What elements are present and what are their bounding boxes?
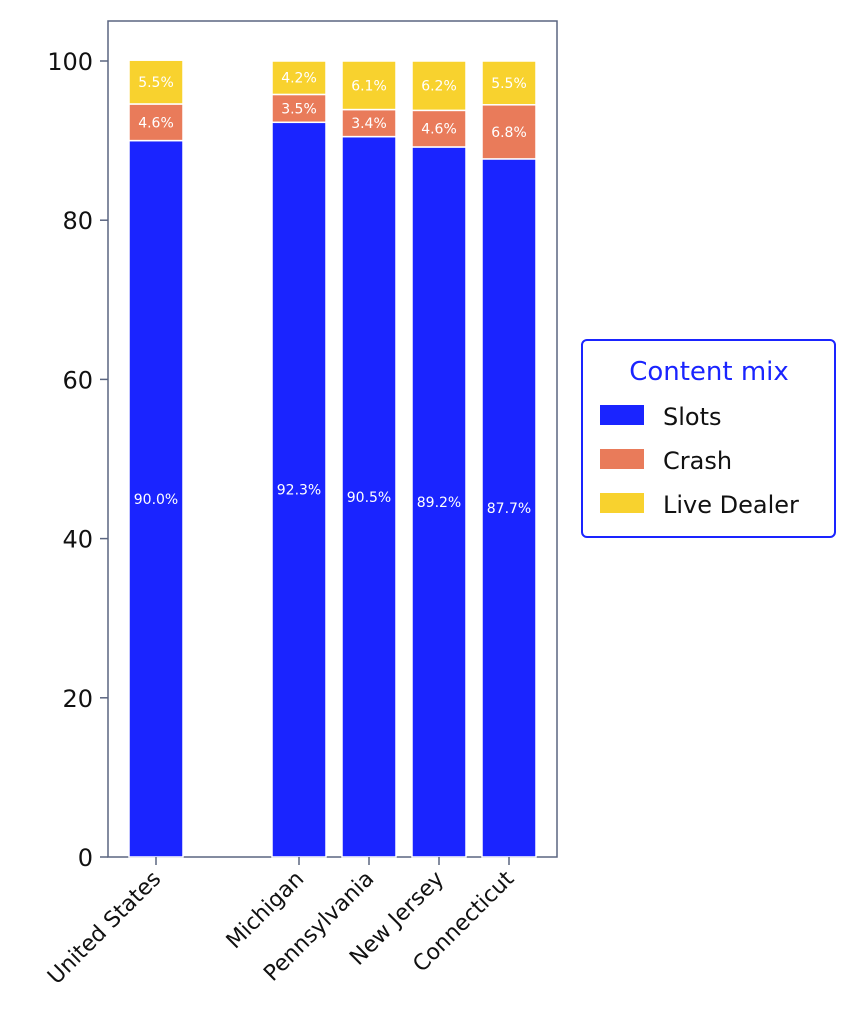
data-label-slots-connecticut: 87.7% (487, 501, 531, 517)
data-label-live-dealer-michigan: 4.2% (281, 71, 317, 87)
data-label-crash-connecticut: 6.8% (491, 125, 527, 141)
y-axis: 0 20 40 60 80 100 (47, 48, 108, 872)
bar-crash-connecticut (481, 104, 537, 160)
y-tick-label: 40 (62, 526, 93, 554)
data-label-crash-pennsylvania: 3.4% (351, 116, 387, 132)
data-label-slots-united-states: 90.0% (134, 492, 178, 508)
legend-swatch-live-dealer (600, 493, 644, 513)
data-label-slots-michigan: 92.3% (277, 483, 321, 499)
legend-label-live-dealer: Live Dealer (663, 491, 799, 519)
y-tick-label: 100 (47, 48, 93, 76)
y-tick-label: 0 (78, 844, 93, 872)
legend: Content mix Slots Crash Live Dealer (581, 339, 836, 538)
bar-crash-new-jersey (411, 109, 467, 148)
bar-live-dealer-united-states (128, 59, 184, 105)
bar-live-dealer-connecticut (481, 60, 537, 106)
bar-crash-united-states (128, 103, 184, 142)
data-label-crash-new-jersey: 4.6% (421, 122, 457, 138)
data-label-live-dealer-new-jersey: 6.2% (421, 79, 457, 95)
legend-label-slots: Slots (663, 403, 722, 431)
bar-live-dealer-new-jersey (411, 60, 467, 112)
data-label-crash-michigan: 3.5% (281, 101, 317, 117)
y-tick-label: 60 (62, 366, 93, 394)
bar-crash-pennsylvania (341, 108, 397, 138)
bar-live-dealer-michigan (271, 60, 327, 96)
data-label-crash-united-states: 4.6% (138, 115, 174, 131)
y-tick-label: 20 (62, 685, 93, 713)
y-tick-label: 80 (62, 207, 93, 235)
legend-swatch-slots (600, 405, 644, 425)
bar-live-dealer-pennsylvania (341, 60, 397, 111)
bar-labels: 90.0% 4.6% 5.5% 92.3% 3.5% 4.2% 90.5% 3.4% 6.1% 8… (134, 71, 531, 517)
legend-title: Content mix (629, 357, 789, 387)
legend-box (581, 339, 836, 538)
data-label-slots-new-jersey: 89.2% (417, 495, 461, 511)
legend-swatch-crash (600, 449, 644, 469)
legend-label-crash: Crash (663, 447, 732, 475)
plot-frame (107, 20, 558, 858)
data-label-live-dealer-pennsylvania: 6.1% (351, 78, 387, 94)
bar-slots-pennsylvania (341, 135, 397, 858)
data-label-slots-pennsylvania: 90.5% (347, 490, 391, 506)
bar-crash-michigan (271, 93, 327, 124)
bar-slots-connecticut (481, 158, 537, 858)
data-label-live-dealer-connecticut: 5.5% (491, 76, 527, 92)
bars (128, 59, 537, 858)
x-tick-label-united-states: United States (43, 867, 166, 990)
data-label-live-dealer-united-states: 5.5% (138, 75, 174, 91)
